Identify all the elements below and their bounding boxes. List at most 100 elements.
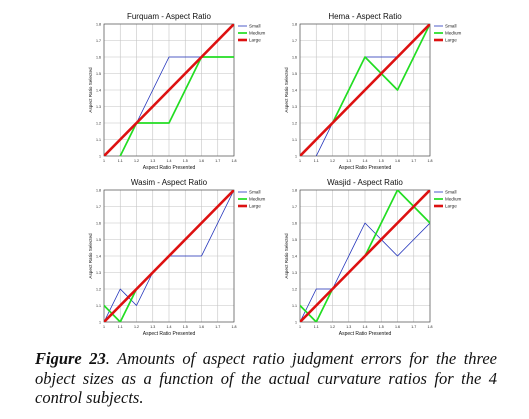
plot-frame	[299, 189, 431, 323]
y-tick-label: 1.1	[96, 138, 101, 142]
x-tick-label: 1.8	[232, 325, 237, 329]
x-tick-label: 1.6	[199, 159, 204, 163]
y-tick-label: 1.1	[292, 138, 297, 142]
y-tick-label: 1.3	[292, 105, 297, 109]
series-line-medium	[119, 56, 234, 156]
chart-svg: Furquam - Aspect Ratio 1 1.1 1.2 1.3 1.4 1.5 1.…	[88, 12, 266, 171]
x-tick-label: 1.5	[379, 325, 384, 329]
y-tick-label: 1.2	[292, 287, 297, 291]
x-tick-label: 1.3	[150, 159, 155, 163]
y-tick-label: 1.5	[96, 238, 101, 242]
x-tick-label: 1.7	[215, 325, 220, 329]
x-tick-label: 1.4	[167, 159, 172, 163]
y-tick-label: 1.4	[292, 88, 297, 92]
x-tick-label: 1.2	[134, 159, 139, 163]
plot-frame	[103, 23, 235, 157]
legend-label-small: Small	[445, 190, 457, 195]
x-tick-label: 1.5	[183, 325, 188, 329]
y-tick-label: 1	[99, 154, 101, 158]
legend-label-medium: Medium	[445, 31, 462, 36]
x-tick-label: 1	[103, 159, 105, 163]
x-tick-label: 1.8	[428, 159, 433, 163]
x-tick-label: 1.5	[183, 159, 188, 163]
x-tick-label: 1.4	[167, 325, 172, 329]
x-tick-label: 1.4	[363, 325, 368, 329]
chart-panel-furquam: Furquam - Aspect Ratio 1 1.1 1.2 1.3 1.4 1.5 1.…	[72, 6, 312, 176]
chart-title: Hema - Aspect Ratio	[328, 12, 402, 21]
y-tick-label: 1.6	[292, 221, 297, 225]
y-axis-label: Aspect Ratio Selected	[88, 67, 93, 113]
legend-label-large: Large	[445, 38, 457, 43]
y-tick-label: 1	[295, 154, 297, 158]
plot-frame	[103, 189, 235, 323]
chart-title: Wasim - Aspect Ratio	[131, 178, 208, 187]
series-line-small	[300, 222, 430, 322]
y-tick-label: 1.6	[292, 55, 297, 59]
y-tick-label: 1.7	[96, 39, 101, 43]
y-tick-label: 1.8	[96, 188, 101, 192]
legend-label-small: Small	[249, 190, 261, 195]
y-tick-label: 1.5	[292, 238, 297, 242]
y-tick-label: 1.5	[96, 72, 101, 76]
y-axis-label: Aspect Ratio Selected	[284, 233, 289, 279]
figure-caption-label: Figure 23	[35, 349, 106, 368]
plot-frame	[299, 23, 431, 157]
chart-panel-wasjid: Wasjid - Aspect Ratio 1 1.1 1.2 1.3 1.4 1.5 1.6…	[268, 172, 508, 342]
legend-label-large: Large	[249, 38, 261, 43]
y-tick-label: 1.7	[292, 39, 297, 43]
x-tick-label: 1	[299, 325, 301, 329]
x-tick-label: 1.1	[118, 159, 123, 163]
series-line-large	[104, 24, 234, 156]
x-tick-label: 1.5	[379, 159, 384, 163]
x-tick-label: 1.7	[215, 159, 220, 163]
x-tick-label: 1	[103, 325, 105, 329]
y-tick-label: 1.3	[96, 271, 101, 275]
y-tick-label: 1.2	[96, 121, 101, 125]
y-tick-label: 1.3	[292, 271, 297, 275]
x-tick-label: 1.8	[232, 159, 237, 163]
chart-title: Furquam - Aspect Ratio	[127, 12, 212, 21]
y-tick-label: 1.2	[292, 121, 297, 125]
y-tick-label: 1.1	[96, 304, 101, 308]
y-axis-label: Aspect Ratio Selected	[284, 67, 289, 113]
x-tick-label: 1.7	[411, 325, 416, 329]
series-line-large	[300, 24, 430, 156]
y-tick-label: 1.2	[96, 287, 101, 291]
chart-svg: Hema - Aspect Ratio 1 1.1 1.2 1.3 1.4 1.5 1.6 1.…	[284, 12, 462, 171]
legend-label-small: Small	[445, 24, 457, 29]
chart-title: Wasjid - Aspect Ratio	[327, 178, 403, 187]
y-tick-label: 1.8	[292, 188, 297, 192]
series-line-large	[104, 190, 234, 322]
x-tick-label: 1.4	[363, 159, 368, 163]
x-tick-label: 1	[299, 159, 301, 163]
y-tick-label: 1.7	[292, 205, 297, 209]
chart-panel-wasim: Wasim - Aspect Ratio 1 1.1 1.2 1.3 1.4 1.5 1.6 1…	[72, 172, 312, 342]
y-tick-label: 1	[99, 320, 101, 324]
y-tick-label: 1.8	[292, 22, 297, 26]
legend-label-large: Large	[249, 204, 261, 209]
series-line-large	[300, 190, 430, 322]
x-tick-label: 1.8	[428, 325, 433, 329]
legend-label-small: Small	[249, 24, 261, 29]
x-axis-label: Aspect Ratio Presented	[143, 165, 196, 171]
legend-label-large: Large	[445, 204, 457, 209]
x-tick-label: 1.3	[346, 325, 351, 329]
x-tick-label: 1.2	[134, 325, 139, 329]
chart-svg: Wasjid - Aspect Ratio 1 1.1 1.2 1.3 1.4 1.5 1.6…	[284, 178, 462, 337]
x-tick-label: 1.1	[314, 159, 319, 163]
figure-caption: Figure 23. Amounts of aspect ratio judgm…	[35, 349, 497, 408]
x-tick-label: 1.2	[330, 159, 335, 163]
x-tick-label: 1.3	[346, 159, 351, 163]
x-tick-label: 1.6	[395, 325, 400, 329]
x-tick-label: 1.7	[411, 159, 416, 163]
x-tick-label: 1.6	[199, 325, 204, 329]
x-tick-label: 1.6	[395, 159, 400, 163]
legend-label-medium: Medium	[445, 197, 462, 202]
y-tick-label: 1	[295, 320, 297, 324]
x-axis-label: Aspect Ratio Presented	[339, 165, 392, 171]
y-axis-label: Aspect Ratio Selected	[88, 233, 93, 279]
y-tick-label: 1.6	[96, 221, 101, 225]
chart-panel-hema: Hema - Aspect Ratio 1 1.1 1.2 1.3 1.4 1.5 1.6 1.…	[268, 6, 508, 176]
y-tick-label: 1.4	[96, 88, 101, 92]
legend-label-medium: Medium	[249, 197, 266, 202]
